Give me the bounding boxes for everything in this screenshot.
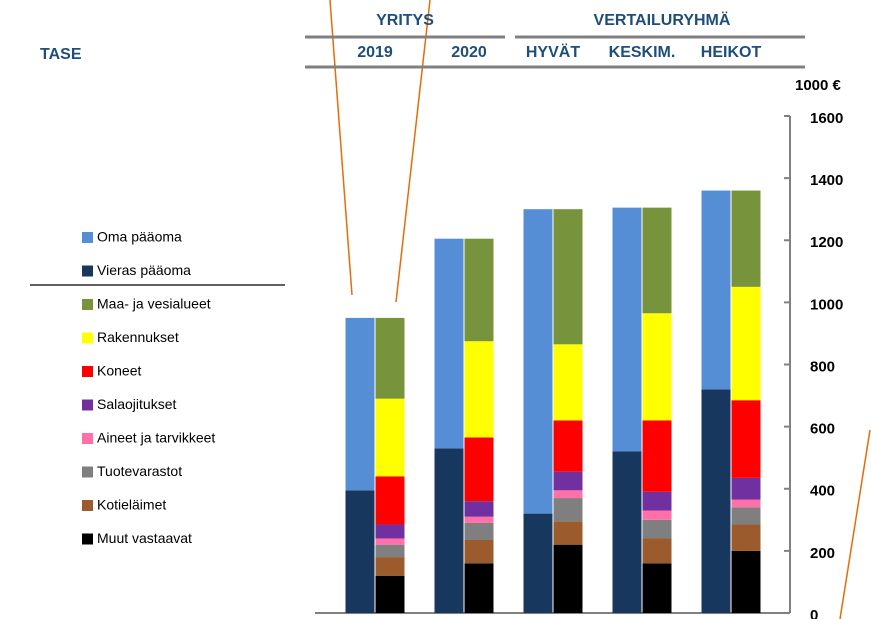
bar-segment [464, 501, 494, 517]
bar-segment [345, 317, 375, 491]
bar-segment [553, 471, 583, 491]
bar-segment [701, 190, 731, 390]
bar-segment [375, 557, 405, 576]
bar-segment [612, 207, 642, 452]
y-tick-label: 1600 [810, 110, 843, 127]
bar-segment [642, 510, 672, 520]
bar-segment [553, 490, 583, 499]
bar-segment [642, 538, 672, 564]
bar-segment [553, 521, 583, 545]
legend-label: Salaojitukset [97, 396, 176, 412]
bar-segment [642, 207, 672, 314]
y-axis-label: 1000 € [795, 77, 842, 94]
group-label: VERTAILURYHMÄ [594, 11, 731, 29]
bar-segment [731, 524, 761, 551]
x-tick-label: KESKIM. [609, 44, 676, 61]
bar-segment [731, 550, 761, 613]
bar-segment [375, 538, 405, 545]
legend-swatch [82, 366, 93, 377]
bar-segment [375, 524, 405, 539]
legend-swatch [82, 399, 93, 411]
legend-label: Tuotevarastot [97, 463, 182, 479]
legend-label: Aineet ja tarvikkeet [97, 430, 215, 446]
legend-label: Muut vastaavat [97, 530, 192, 546]
bar-segment [434, 238, 464, 449]
annotation-line [395, 0, 431, 303]
y-tick-label: 800 [810, 358, 835, 375]
legend-label: Oma pääoma [97, 229, 182, 245]
bar-segment [523, 209, 553, 514]
legend-swatch [82, 466, 93, 478]
bar-segment [612, 451, 642, 613]
bar-segment [731, 190, 761, 287]
legend-label: Koneet [97, 363, 141, 379]
bar-segment [434, 448, 464, 613]
legend-label: Vieras pääoma [97, 262, 191, 278]
bar-segment [464, 238, 494, 342]
y-tick-label: 0 [810, 607, 818, 619]
legend-swatch [82, 332, 93, 344]
y-tick-label: 1000 [810, 296, 843, 313]
bar-segment [345, 490, 375, 613]
legend-swatch [82, 299, 93, 310]
bar-segment [642, 563, 672, 613]
bar-segment [375, 398, 405, 477]
bar-segment [701, 389, 731, 613]
x-tick-label: HYVÄT [526, 43, 580, 61]
legend-swatch [82, 232, 93, 243]
legend-swatch [82, 433, 93, 444]
y-tick-label: 400 [810, 483, 835, 500]
bar-segment [553, 420, 583, 472]
x-tick-label: 2019 [357, 44, 393, 61]
bar-segment [464, 522, 494, 541]
bar-segment [375, 544, 405, 558]
bar-segment [642, 491, 672, 511]
bar-segment [464, 563, 494, 613]
y-tick-label: 1400 [810, 172, 843, 189]
bar-segment [553, 544, 583, 613]
bar-segment [731, 507, 761, 525]
bar-segment [553, 344, 583, 421]
bar-segment [642, 420, 672, 492]
y-tick-label: 600 [810, 421, 835, 438]
bar-segment [464, 341, 494, 438]
bar-segment [731, 499, 761, 508]
bar-segment [375, 476, 405, 525]
group-label: YRITYS [376, 12, 434, 29]
y-tick-label: 1200 [810, 234, 843, 251]
legend-swatch [82, 265, 93, 277]
x-tick-label: HEIKOT [701, 44, 762, 61]
annotation-line [329, 0, 353, 296]
legend-label: Maa- ja vesialueet [97, 296, 211, 312]
bar-segment [731, 477, 761, 500]
bar-segment [642, 313, 672, 421]
legend-label: Rakennukset [97, 329, 179, 345]
bar-segment [464, 540, 494, 564]
legend-swatch [82, 500, 93, 511]
legend-label: Kotieläimet [97, 497, 166, 513]
bar-segment [375, 317, 405, 399]
legend-swatch [82, 533, 93, 545]
bar-segment [731, 286, 761, 401]
bar-segment [553, 498, 583, 522]
bar-segment [523, 513, 553, 613]
x-tick-label: 2020 [451, 44, 487, 61]
y-tick-label: 200 [810, 545, 835, 562]
bar-segment [464, 437, 494, 502]
bar-segment [731, 400, 761, 478]
bar-segment [464, 516, 494, 523]
bar-segment [642, 519, 672, 539]
bar-segment [553, 209, 583, 345]
annotation-line [839, 429, 871, 619]
bar-segment [375, 575, 405, 613]
chart-title: TASE [40, 46, 82, 63]
